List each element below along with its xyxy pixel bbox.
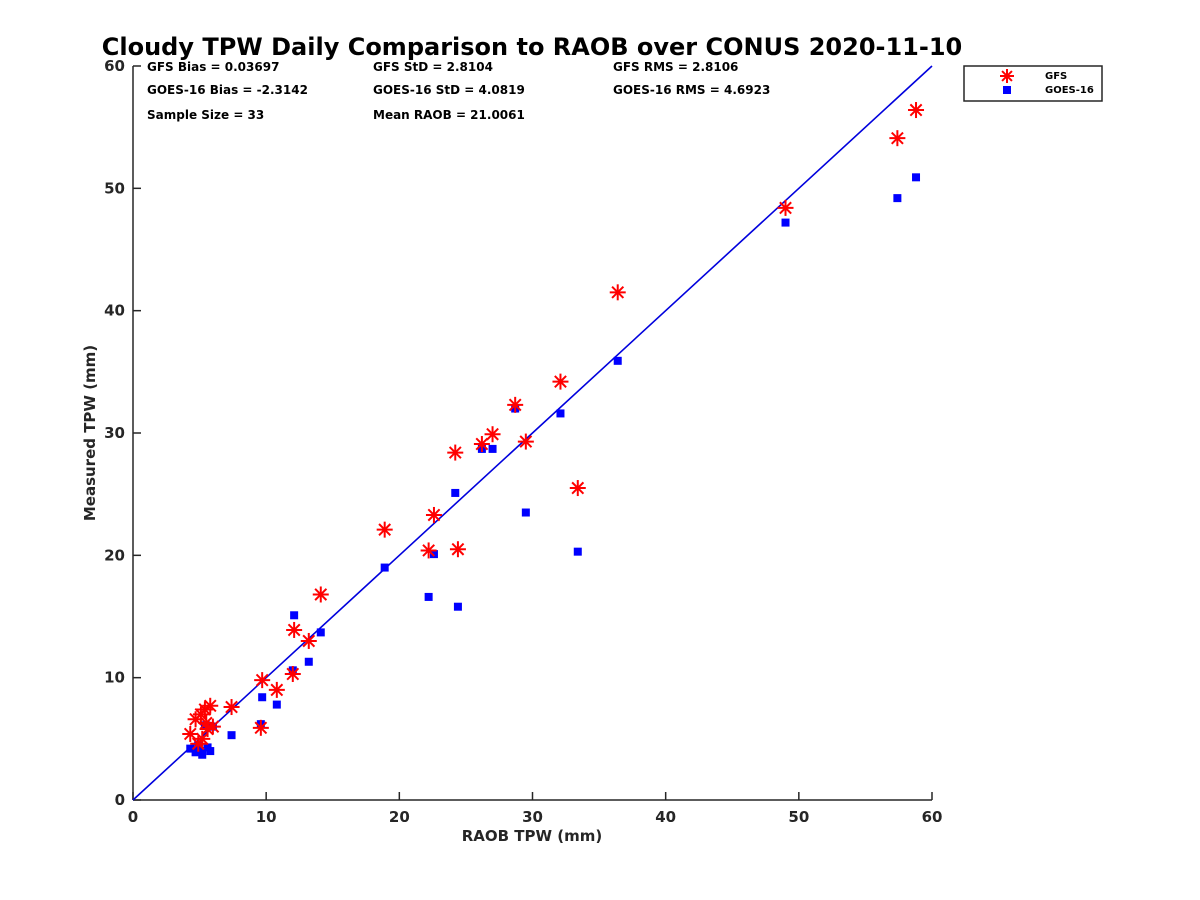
goes-16-point <box>453 602 462 611</box>
goes-16-point <box>272 700 281 709</box>
gfs-point <box>286 621 303 638</box>
y-tick-label: 0 <box>115 791 125 809</box>
plot-area: 0 10 20 30 40 50 60 0 10 20 30 40 50 60 <box>104 57 942 826</box>
gfs-std-stat: GFS StD = 2.8104 <box>373 60 493 74</box>
mean-raob-stat: Mean RAOB = 21.0061 <box>373 108 525 122</box>
legend-goes-label: GOES-16 <box>1045 85 1094 96</box>
goes-bias-stat: GOES-16 Bias = -2.3142 <box>147 83 308 97</box>
goes-16-point <box>488 444 497 453</box>
x-tick-label: 0 <box>128 808 138 826</box>
goes-16-point <box>316 628 325 637</box>
goes-16-point <box>451 488 460 497</box>
gfs-point <box>473 436 490 453</box>
gfs-point <box>284 665 301 682</box>
legend-goes-marker <box>1003 86 1011 94</box>
y-tick-label: 20 <box>104 546 125 564</box>
gfs-point <box>202 697 219 714</box>
gfs-point <box>223 699 240 716</box>
goes-16-point <box>613 356 622 365</box>
gfs-point <box>777 199 794 216</box>
gfs-point <box>420 542 437 559</box>
legend-box <box>963 65 1103 102</box>
goes-16-point <box>206 747 215 756</box>
goes-16-point <box>227 731 236 740</box>
goes-16-point <box>191 748 200 757</box>
goes-16-point <box>304 657 313 666</box>
y-tick-label: 50 <box>104 179 125 197</box>
gfs-point <box>312 586 329 603</box>
legend-gfs-asterisk <box>1000 69 1014 83</box>
gfs-point <box>198 714 215 731</box>
y-ticks: 0 10 20 30 40 50 60 <box>104 57 141 809</box>
x-tick-label: 60 <box>922 808 943 826</box>
y-tick-label: 30 <box>104 424 125 442</box>
legend: GFS GOES-16 <box>963 65 1103 102</box>
goes-16-point <box>380 563 389 572</box>
gfs-bias-stat: GFS Bias = 0.03697 <box>147 60 279 74</box>
legend-gfs-label: GFS <box>1045 71 1067 82</box>
gfs-point <box>182 725 199 742</box>
x-axis-label: RAOB TPW (mm) <box>462 827 603 845</box>
y-tick-label: 40 <box>104 302 125 320</box>
goes-16-point <box>556 409 565 418</box>
goes-16-point <box>893 194 902 203</box>
gfs-point <box>484 426 501 443</box>
goes-16-point <box>521 508 530 517</box>
y-axis-label: Measured TPW (mm) <box>81 345 99 521</box>
chart-title: Cloudy TPW Daily Comparison to RAOB over… <box>102 33 962 61</box>
gfs-point <box>447 444 464 461</box>
x-tick-label: 20 <box>389 808 410 826</box>
goes-16-point <box>429 550 438 559</box>
goes-16-point <box>573 547 582 556</box>
gfs-point <box>609 284 626 301</box>
gfs-series <box>182 102 925 752</box>
x-tick-label: 40 <box>655 808 676 826</box>
x-ticks: 0 10 20 30 40 50 60 <box>128 792 943 826</box>
gfs-point <box>569 480 586 497</box>
goes-16-point <box>186 744 195 753</box>
gfs-point <box>252 719 269 736</box>
gfs-point <box>552 373 569 390</box>
goes-16-point <box>258 693 267 702</box>
gfs-point <box>254 672 271 689</box>
y-tick-label: 60 <box>104 57 125 75</box>
goes-16-point <box>781 218 790 227</box>
x-tick-label: 30 <box>522 808 543 826</box>
stats-block: GFS Bias = 0.03697 GFS StD = 2.8104 GFS … <box>147 60 770 122</box>
gfs-point <box>425 506 442 523</box>
gfs-point <box>507 396 524 413</box>
x-tick-label: 50 <box>788 808 809 826</box>
goes-std-stat: GOES-16 StD = 4.0819 <box>373 83 525 97</box>
gfs-point <box>449 541 466 558</box>
goes-16-point <box>912 173 921 182</box>
gfs-point <box>889 130 906 147</box>
goes-16-point <box>198 750 207 759</box>
sample-size-stat: Sample Size = 33 <box>147 108 264 122</box>
goes-16-point <box>290 611 299 620</box>
gfs-point <box>517 433 534 450</box>
legend-gfs-marker <box>1000 69 1014 83</box>
goes-16-point <box>424 592 433 601</box>
gfs-rms-stat: GFS RMS = 2.8106 <box>613 60 738 74</box>
goes-rms-stat: GOES-16 RMS = 4.6923 <box>613 83 770 97</box>
y-tick-label: 10 <box>104 669 125 687</box>
gfs-point <box>268 681 285 698</box>
one-to-one-line <box>132 65 933 801</box>
gfs-point <box>908 102 925 119</box>
gfs-point <box>376 521 393 538</box>
gfs-point <box>300 632 317 649</box>
x-tick-label: 10 <box>256 808 277 826</box>
